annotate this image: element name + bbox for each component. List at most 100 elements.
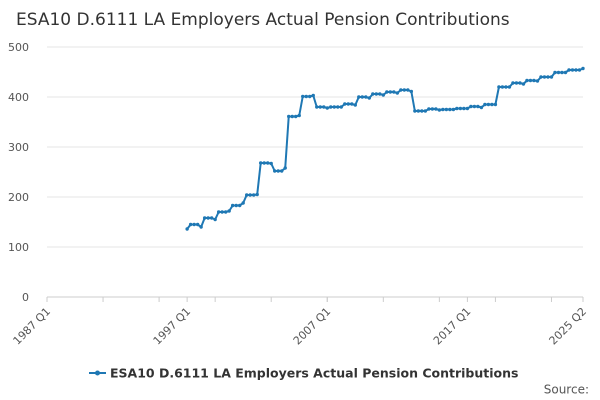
data-point[interactable] — [539, 75, 543, 79]
data-point[interactable] — [360, 95, 364, 99]
data-point[interactable] — [308, 94, 312, 99]
data-point[interactable] — [241, 201, 245, 205]
data-point[interactable] — [325, 106, 329, 110]
data-point[interactable] — [567, 68, 571, 72]
data-point[interactable] — [430, 107, 435, 111]
data-point[interactable] — [402, 88, 407, 92]
data-point[interactable] — [371, 92, 375, 96]
data-point[interactable] — [574, 68, 578, 72]
data-point[interactable] — [213, 217, 217, 222]
data-point[interactable] — [395, 91, 400, 95]
data-point[interactable] — [549, 75, 554, 79]
data-point[interactable] — [542, 75, 547, 79]
data-point[interactable] — [216, 210, 221, 214]
data-point[interactable] — [259, 161, 263, 165]
data-point[interactable] — [280, 169, 284, 173]
data-point[interactable] — [223, 210, 228, 214]
data-point[interactable] — [462, 106, 466, 111]
data-point[interactable] — [532, 78, 536, 83]
data-point[interactable] — [483, 102, 487, 107]
data-point[interactable] — [518, 81, 522, 85]
data-point[interactable] — [244, 193, 249, 197]
data-point[interactable] — [406, 88, 410, 92]
data-point[interactable] — [353, 103, 357, 107]
data-point[interactable] — [255, 192, 259, 197]
data-point[interactable] — [188, 222, 193, 227]
data-point[interactable] — [367, 96, 371, 100]
data-point[interactable] — [339, 105, 343, 109]
data-point[interactable] — [577, 68, 582, 72]
data-point[interactable] — [486, 102, 491, 107]
data-point[interactable] — [535, 79, 540, 83]
data-point[interactable] — [322, 105, 326, 109]
data-point[interactable] — [199, 225, 203, 229]
data-point[interactable] — [511, 81, 515, 85]
data-point[interactable] — [357, 95, 361, 99]
data-point[interactable] — [185, 227, 189, 231]
data-point[interactable] — [364, 95, 368, 99]
data-point[interactable] — [234, 203, 238, 208]
data-point[interactable] — [500, 85, 505, 89]
data-point[interactable] — [514, 81, 519, 85]
data-point[interactable] — [504, 85, 508, 89]
data-point[interactable] — [266, 161, 270, 165]
data-point[interactable] — [374, 92, 379, 96]
data-point[interactable] — [465, 106, 470, 111]
data-point[interactable] — [472, 104, 477, 109]
data-point[interactable] — [392, 90, 396, 94]
data-point[interactable] — [192, 222, 196, 227]
data-point[interactable] — [332, 105, 336, 109]
data-point[interactable] — [276, 169, 280, 173]
data-point[interactable] — [287, 114, 291, 119]
data-point[interactable] — [528, 78, 533, 83]
data-point[interactable] — [399, 88, 403, 92]
data-point[interactable] — [553, 70, 557, 75]
data-point[interactable] — [521, 82, 526, 86]
data-point[interactable] — [329, 105, 333, 109]
data-point[interactable] — [195, 222, 200, 227]
data-point[interactable] — [497, 85, 501, 89]
data-point[interactable] — [458, 106, 463, 111]
data-point[interactable] — [262, 161, 266, 165]
data-point[interactable] — [563, 70, 568, 75]
data-point[interactable] — [206, 216, 210, 220]
data-point[interactable] — [469, 104, 473, 109]
data-point[interactable] — [434, 107, 438, 111]
data-point[interactable] — [297, 113, 301, 118]
data-point[interactable] — [220, 210, 224, 214]
data-point[interactable] — [294, 114, 298, 119]
data-point[interactable] — [507, 85, 512, 89]
data-point[interactable] — [490, 102, 494, 107]
data-point[interactable] — [423, 109, 428, 113]
data-point[interactable] — [525, 78, 529, 83]
data-point[interactable] — [416, 109, 421, 113]
data-point[interactable] — [444, 107, 449, 112]
data-point[interactable] — [448, 107, 452, 112]
data-point[interactable] — [273, 169, 277, 173]
data-point[interactable] — [311, 93, 315, 98]
data-point[interactable] — [251, 193, 256, 197]
legend[interactable]: ESA10 D.6111 LA Employers Actual Pension… — [89, 366, 518, 381]
data-point[interactable] — [560, 70, 564, 75]
data-point[interactable] — [493, 102, 498, 107]
data-point[interactable] — [413, 109, 417, 113]
data-point[interactable] — [570, 68, 575, 72]
data-point[interactable] — [209, 216, 214, 220]
data-point[interactable] — [479, 105, 484, 110]
data-point[interactable] — [346, 102, 350, 106]
data-point[interactable] — [476, 104, 480, 109]
data-point[interactable] — [290, 114, 294, 119]
data-point[interactable] — [427, 107, 431, 111]
data-point[interactable] — [343, 102, 347, 106]
data-point[interactable] — [546, 75, 550, 79]
data-point[interactable] — [350, 102, 354, 106]
data-point[interactable] — [378, 92, 382, 96]
data-point[interactable] — [301, 94, 305, 99]
data-point[interactable] — [202, 216, 207, 220]
data-point[interactable] — [556, 70, 561, 75]
data-point[interactable] — [318, 105, 322, 109]
data-point[interactable] — [269, 161, 273, 166]
data-point[interactable] — [409, 89, 414, 94]
data-point[interactable] — [336, 105, 340, 109]
data-point[interactable] — [227, 209, 231, 213]
